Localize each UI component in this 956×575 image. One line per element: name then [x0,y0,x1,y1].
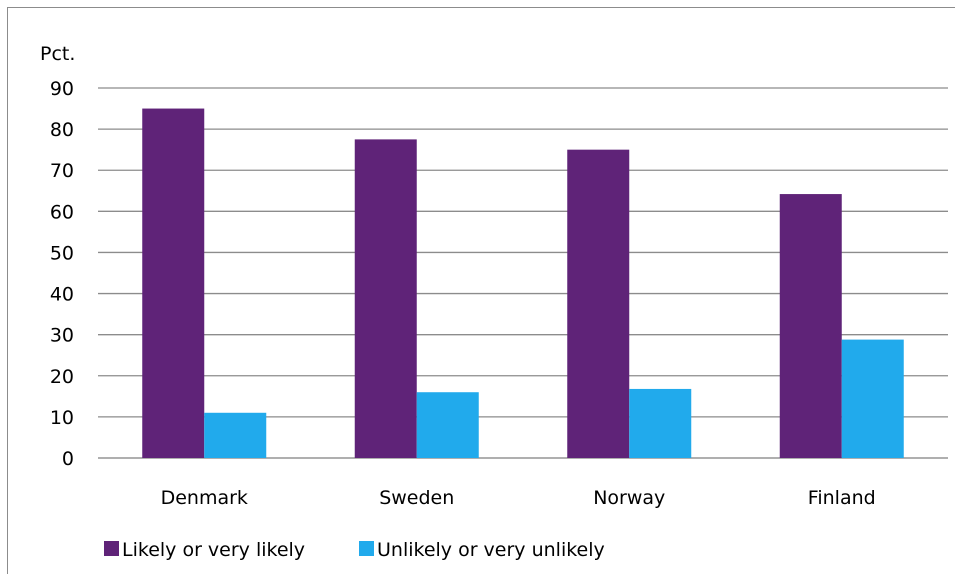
bar-denmark-series-2 [204,412,267,458]
y-tick-label: 40 [50,284,74,306]
x-category-label: Finland [808,487,876,509]
y-axis-ticks: 0 10 20 30 40 50 60 70 80 90 [50,78,74,470]
chart-frame [7,7,955,574]
legend-label-2: Unlikely or very unlikely [377,539,605,561]
y-tick-label: 10 [50,407,74,429]
x-category-label: Denmark [161,487,248,509]
bar-sweden-series-2 [416,392,479,458]
bar-norway-series-2 [629,388,692,458]
x-category-label: Sweden [379,487,454,509]
legend: Likely or very likely Unlikely or very un… [104,539,605,561]
y-axis-label: Pct. [40,43,75,65]
legend-swatch-1 [104,541,119,556]
y-tick-label: 20 [50,366,74,388]
x-category-label: Norway [593,487,665,509]
legend-swatch-2 [359,541,374,556]
bar-denmark-series-1 [142,108,205,459]
bar-norway-series-1 [567,149,630,458]
y-tick-label: 50 [50,242,74,264]
bar-sweden-series-1 [354,139,417,458]
y-tick-label: 90 [50,78,74,100]
y-tick-label: 80 [50,119,74,141]
bars [142,108,904,459]
y-tick-label: 60 [50,201,74,223]
bar-finland-series-2 [841,339,904,458]
y-tick-label: 70 [50,160,74,182]
y-tick-label: 30 [50,325,74,347]
x-axis-categories: Denmark Sweden Norway Finland [161,487,876,509]
y-tick-label: 0 [62,448,74,470]
bar-finland-series-1 [779,194,842,459]
legend-label-1: Likely or very likely [122,539,305,561]
